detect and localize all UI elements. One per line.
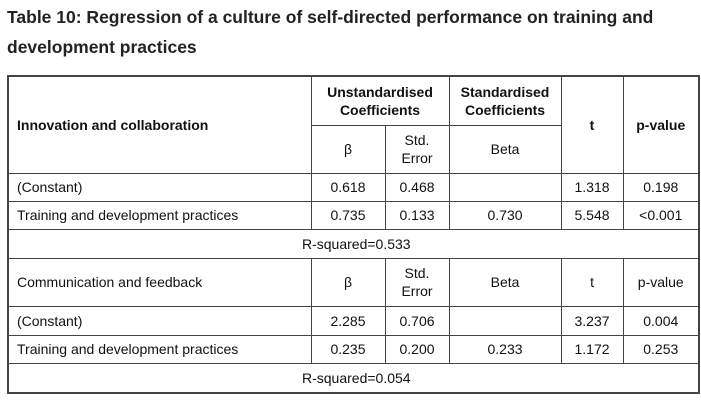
cell: 0.133 [384, 200, 450, 230]
column-header-text: Std. Error [401, 265, 433, 299]
cell: 0.198 [622, 172, 700, 202]
cell: 3.237 [560, 305, 624, 336]
data-row: Training and development practices 0.735… [7, 200, 700, 230]
column-header: Beta [448, 257, 562, 307]
r-squared: R-squared=0.054 [7, 362, 700, 394]
cell: 0.233 [448, 334, 562, 364]
data-row: (Constant) 2.285 0.706 3.237 0.004 [7, 305, 700, 336]
data-row: Training and development practices 0.235… [7, 334, 700, 364]
cell: 0.735 [310, 200, 386, 230]
r-squared: R-squared=0.533 [7, 228, 700, 259]
cell: 0.004 [622, 305, 700, 336]
row-label: (Constant) [7, 305, 312, 336]
r-squared-row: R-squared=0.054 [7, 362, 700, 394]
cell: <0.001 [622, 200, 700, 230]
group-header: Unstandardised Coefficients [310, 75, 450, 126]
column-header: β [310, 257, 386, 307]
column-header: t [560, 257, 624, 307]
column-header: Std. Error [384, 124, 450, 174]
cell: 5.548 [560, 200, 624, 230]
header-row: Innovation and collaboration Unstandardi… [7, 75, 700, 174]
section-label: Innovation and collaboration [7, 75, 312, 174]
column-header: p-value [622, 75, 700, 174]
column-header: p-value [622, 257, 700, 307]
cell: 0.730 [448, 200, 562, 230]
column-header: β [310, 124, 386, 174]
cell: 1.172 [560, 334, 624, 364]
cell: 0.618 [310, 172, 386, 202]
column-header: Beta [448, 124, 562, 174]
row-label: (Constant) [7, 172, 312, 202]
row-label: Training and development practices [7, 334, 312, 364]
data-row: (Constant) 0.618 0.468 1.318 0.198 [7, 172, 700, 202]
column-header: t [560, 75, 624, 174]
cell: 2.285 [310, 305, 386, 336]
header-row: Communication and feedback β Std. Error … [7, 257, 700, 307]
cell [448, 305, 562, 336]
cell: 0.468 [384, 172, 450, 202]
section-label: Communication and feedback [7, 257, 312, 307]
regression-table: Innovation and collaboration Unstandardi… [7, 75, 701, 394]
r-squared-row: R-squared=0.533 [7, 228, 700, 259]
column-header: Std. Error [384, 257, 450, 307]
cell: 0.200 [384, 334, 450, 364]
row-label: Training and development practices [7, 200, 312, 230]
header-row: β Std. Error Beta [8, 124, 699, 174]
table-title: Table 10: Regression of a culture of sel… [7, 7, 654, 57]
cell: 0.706 [384, 305, 450, 336]
column-header-text: Std. Error [401, 132, 433, 166]
cell: 1.318 [560, 172, 624, 202]
cell: 0.253 [622, 334, 700, 364]
group-header: Standardised Coefficients [448, 75, 562, 126]
cell [448, 172, 562, 202]
cell: 0.235 [310, 334, 386, 364]
